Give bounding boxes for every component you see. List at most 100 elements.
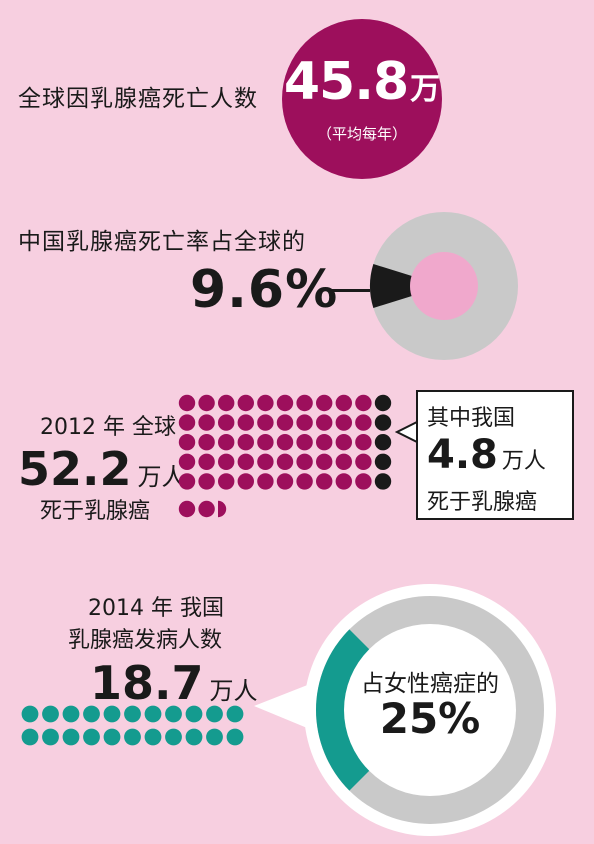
china-death-dot [374,394,392,412]
global-death-dot [178,414,196,431]
global-deaths-value: 45.8 [283,52,409,112]
global-death-dot [198,453,215,470]
global-deaths-sub: （平均每年） [316,125,407,143]
global-death-dot [257,414,274,431]
china-2014-dot-row [21,705,244,746]
global-death-dot [237,473,254,490]
china-deaths-line1: 其中我国 [427,406,516,431]
global-death-dot [355,473,372,490]
china-2014-case-dot [124,705,141,723]
china-2014-case-dot [226,728,244,746]
global-death-dot [218,394,235,412]
female-cancer-share-percent: 25% [379,694,481,743]
global-death-dot [276,394,294,412]
global-death-dot [237,434,254,451]
global-death-dot [316,414,333,431]
china-2014-case-dot [226,705,244,723]
global-2012-dot-grid [178,394,392,518]
china-2014-case-dot [206,728,223,746]
global-death-dot [355,414,372,431]
global-death-dot [178,453,196,470]
global-2012-value-wrap: 52.2 万人 [18,442,186,496]
china-2014-case-dot [21,705,39,723]
china-2014-case-dot [42,728,59,746]
global-death-dot [316,453,333,470]
global-death-dot [296,434,313,451]
global-death-dot [198,434,215,451]
global-death-dot [178,434,196,451]
china-deaths-value: 4.8 [427,432,498,478]
china-2014-case-dot [165,728,182,746]
global-death-dot [237,453,254,470]
global-deaths-unit: 万 [410,72,441,107]
global-2012-unit: 万人 [137,463,186,491]
global-death-dot [335,434,352,451]
global-death-dot [335,473,352,490]
global-2012-line3: 死于乳腺癌 [40,499,151,524]
global-death-dot [257,434,274,451]
china-deaths-line3: 死于乳腺癌 [427,490,538,515]
global-death-dot [218,473,235,490]
global-death-dot [276,414,294,431]
global-death-dot [257,473,274,490]
china-2014-line2: 乳腺癌发病人数 [68,628,223,653]
china-2014-case-dot [103,728,121,746]
global-death-dot [296,394,313,412]
china-2014-case-dot [62,728,80,746]
china-2014-case-dot [144,728,162,746]
china-2014-value: 18.7 [90,656,204,710]
global-death-dot [296,473,313,490]
china-2014-case-dot [185,728,203,746]
china-2014-case-dot [103,705,121,723]
female-cancer-share-tail [254,684,312,730]
global-death-dot [178,500,196,518]
china-share-percent: 9.6% [190,260,339,320]
china-2014-case-dot [83,705,100,723]
female-cancer-share-label: 占女性癌症的 [361,671,499,697]
global-death-dot [276,434,294,451]
global-death-dot [316,434,333,451]
global-death-dot [237,414,254,431]
global-death-dot [316,473,333,490]
global-death-dot [276,453,294,470]
global-death-dot [198,394,215,412]
global-death-dot [257,453,274,470]
china-share-label: 中国乳腺癌死亡率占全球的 [18,229,306,255]
global-death-dot [198,500,215,518]
china-deaths-box: 其中我国 4.8 万人 死于乳腺癌 [416,390,574,520]
global-death-dot [237,394,254,412]
china-2014-case-dot [144,705,162,723]
female-cancer-share-hole [344,624,516,796]
china-share-leader-line [328,289,370,292]
china-2014-line1: 2014 年 我国 [88,596,224,621]
global-death-dot [178,394,196,412]
global-death-dot [355,453,372,470]
global-death-dot [335,453,352,470]
china-death-dot [374,414,392,431]
global-death-dot [355,434,372,451]
global-death-dot [218,453,235,470]
china-deaths-unit: 万人 [501,449,546,474]
china-2014-value-wrap: 18.7 万人 [90,656,258,710]
china-2014-case-dot [185,705,203,723]
global-2012-line1: 2012 年 全球 [40,415,176,440]
global-2012-value: 52.2 [18,442,132,496]
global-death-dot [257,394,274,412]
china-2014-case-dot [42,705,59,723]
global-death-dot [198,473,215,490]
china-death-dot [374,473,392,490]
global-death-dot [296,453,313,470]
global-death-dot [335,394,352,412]
global-death-dot [276,473,294,490]
global-death-dot [178,473,196,490]
female-cancer-share-donut [254,584,556,836]
china-2014-case-dot [62,705,80,723]
china-deaths-value-wrap: 4.8 万人 [427,432,546,478]
global-death-dot [198,414,215,431]
global-death-partial-dot [218,500,227,518]
china-death-dot [374,434,392,451]
china-2014-unit: 万人 [209,677,258,705]
global-death-dot [335,414,352,431]
china-2014-case-dot [21,728,39,746]
global-deaths-label: 全球因乳腺癌死亡人数 [18,86,258,112]
